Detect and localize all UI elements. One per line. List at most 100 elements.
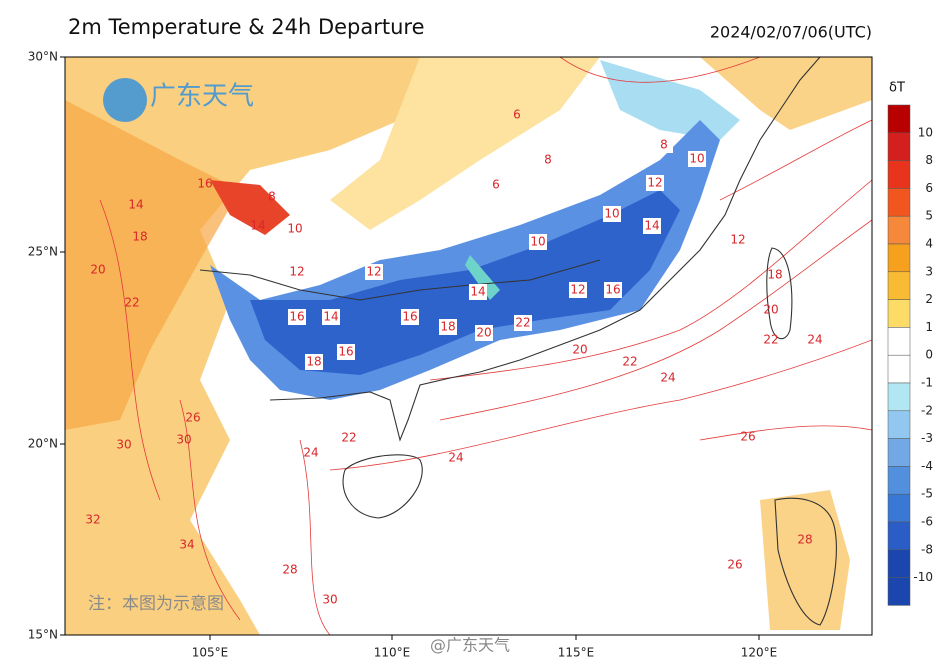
colorbar-swatch	[887, 160, 911, 189]
colorbar-swatch	[887, 271, 911, 300]
contour-label: 12	[647, 176, 662, 190]
lat-label: 30°N	[28, 50, 58, 64]
contour-label: 16	[338, 345, 353, 359]
contour-label-box	[514, 315, 532, 331]
contour-label: 14	[470, 285, 485, 299]
colorbar-label: -2	[921, 403, 933, 417]
colorbar-label: -8	[921, 542, 933, 556]
contour-label-box	[475, 325, 493, 341]
colorbar-label: 4	[925, 237, 933, 251]
contour-label-box	[469, 284, 487, 300]
contour-label: 8	[544, 153, 552, 167]
contour-label: 32	[85, 513, 100, 527]
contour-label-box	[305, 354, 323, 370]
contour-label: 18	[767, 268, 782, 282]
colorbar-swatch	[887, 104, 911, 134]
colorbar-label: 10	[918, 125, 933, 139]
contour-label: 6	[513, 108, 521, 122]
contour-label: 14	[128, 198, 143, 212]
contour-label-box	[603, 206, 621, 222]
lon-label: 105°E	[192, 646, 229, 660]
contour-label: 6	[492, 178, 500, 192]
contour-label: 30	[322, 593, 337, 607]
contour-label-box	[288, 264, 306, 280]
contour-label: 8	[268, 190, 276, 204]
contour-label: 20	[763, 303, 778, 317]
colorbar-label: 6	[925, 181, 933, 195]
colorbar-label: -6	[921, 515, 933, 529]
logo: 广东天气	[103, 78, 254, 122]
contour-label: 12	[570, 283, 585, 297]
contour-label-box	[401, 309, 419, 325]
colorbar-title: δT	[889, 81, 905, 96]
contour-label: 24	[807, 333, 822, 347]
colorbar-swatch	[887, 493, 911, 523]
colorbar-swatch	[887, 354, 911, 384]
contour-label: 28	[282, 563, 297, 577]
colorbar-label: -5	[921, 487, 933, 501]
contour-label-box	[288, 309, 306, 325]
contour-label: 18	[306, 355, 321, 369]
contour-label: 20	[90, 263, 105, 277]
lat-label: 25°N	[28, 245, 58, 259]
logo-text: 广东天气	[150, 82, 254, 112]
contour-label: 30	[116, 438, 131, 452]
contour-label: 22	[124, 296, 139, 310]
contour-label: 30	[176, 433, 191, 447]
contour-label: 16	[402, 310, 417, 324]
contour-label: 26	[740, 430, 755, 444]
contour-label-box	[655, 137, 673, 153]
colorbar-swatch	[887, 188, 911, 217]
contour-label: 10	[530, 235, 545, 249]
colorbar-swatch	[887, 215, 911, 245]
contour-label: 26	[185, 411, 200, 425]
weibo-watermark: @广东天气	[430, 636, 510, 655]
colorbar-swatch	[887, 549, 911, 578]
colorbar-swatch	[887, 299, 911, 328]
contour-label: 22	[515, 316, 530, 330]
colorbar-label: -3	[921, 431, 933, 445]
contour-label: 16	[197, 177, 212, 191]
colorbar-label: 5	[925, 209, 933, 223]
colorbar-swatch	[887, 243, 911, 273]
contour-label-box	[439, 319, 457, 335]
colorbar-swatch	[887, 466, 911, 495]
contour-label: 28	[797, 533, 812, 547]
map-area	[65, 57, 872, 635]
timestamp: 2024/02/07/06(UTC)	[710, 23, 872, 42]
contour-label: 20	[476, 326, 491, 340]
lat-label: 20°N	[28, 437, 58, 451]
colorbar-label: -10	[913, 570, 933, 584]
contour-label-box	[322, 309, 340, 325]
note: 注：本图为示意图	[88, 594, 224, 614]
contour-label: 34	[179, 538, 194, 552]
contour-label: 18	[132, 230, 147, 244]
contour-label: 8	[660, 138, 668, 152]
lon-label: 110°E	[374, 646, 411, 660]
colorbar-label: 8	[925, 153, 933, 167]
contour-label: 12	[366, 265, 381, 279]
contour-label-box	[365, 264, 383, 280]
colorbar-swatch	[887, 521, 911, 551]
lat-label: 15°N	[28, 628, 58, 642]
contour-label: 24	[303, 446, 318, 460]
contour-label-box	[337, 344, 355, 360]
colorbar-swatch	[887, 382, 911, 412]
map-frame	[64, 56, 873, 636]
contour-label: 16	[289, 310, 304, 324]
colorbar-swatch	[887, 438, 911, 467]
contour-label: 12	[730, 233, 745, 247]
contour-label-box	[646, 175, 664, 191]
colorbar-label: -4	[921, 459, 933, 473]
contour-label-box	[643, 218, 661, 234]
contour-label: 16	[605, 283, 620, 297]
colorbar-swatch	[887, 327, 911, 356]
contour-label: 14	[323, 310, 338, 324]
contour-label: 24	[660, 371, 675, 385]
contour-label: 22	[341, 431, 356, 445]
contour-label: 10	[287, 222, 302, 236]
contour-label: 12	[289, 265, 304, 279]
contour-label: 22	[622, 355, 637, 369]
contour-label: 14	[250, 219, 265, 233]
